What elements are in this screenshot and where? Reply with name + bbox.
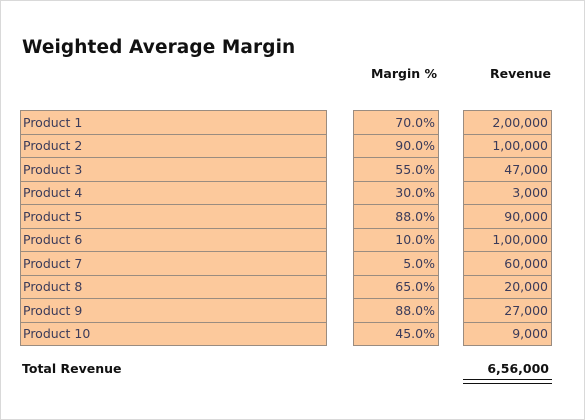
revenue-cell[interactable]: 47,000: [463, 157, 552, 182]
product-cell[interactable]: Product 9: [20, 298, 327, 323]
revenue-cell[interactable]: 2,00,000: [463, 110, 552, 135]
product-name-column: Product 1 Product 2 Product 3 Product 4 …: [20, 110, 327, 346]
revenue-cell[interactable]: 1,00,000: [463, 227, 552, 252]
revenue-cell[interactable]: 60,000: [463, 251, 552, 276]
margin-cell[interactable]: 90.0%: [353, 133, 439, 158]
page-title: Weighted Average Margin: [22, 37, 296, 58]
total-revenue-value[interactable]: 6,56,000: [487, 361, 549, 376]
margin-cell[interactable]: 45.0%: [353, 321, 439, 346]
revenue-cell[interactable]: 20,000: [463, 274, 552, 299]
product-cell[interactable]: Product 7: [20, 251, 327, 276]
revenue-cell[interactable]: 27,000: [463, 298, 552, 323]
margin-column: 70.0% 90.0% 55.0% 30.0% 88.0% 10.0% 5.0%…: [353, 110, 439, 346]
margin-cell[interactable]: 10.0%: [353, 227, 439, 252]
revenue-cell[interactable]: 90,000: [463, 204, 552, 229]
revenue-cell[interactable]: 1,00,000: [463, 133, 552, 158]
product-cell[interactable]: Product 2: [20, 133, 327, 158]
margin-cell[interactable]: 88.0%: [353, 204, 439, 229]
product-cell[interactable]: Product 8: [20, 274, 327, 299]
product-cell[interactable]: Product 10: [20, 321, 327, 346]
margin-cell[interactable]: 70.0%: [353, 110, 439, 135]
product-cell[interactable]: Product 1: [20, 110, 327, 135]
product-cell[interactable]: Product 3: [20, 157, 327, 182]
margin-cell[interactable]: 88.0%: [353, 298, 439, 323]
revenue-cell[interactable]: 9,000: [463, 321, 552, 346]
product-cell[interactable]: Product 6: [20, 227, 327, 252]
product-cell[interactable]: Product 4: [20, 180, 327, 205]
margin-cell[interactable]: 65.0%: [353, 274, 439, 299]
total-revenue-label: Total Revenue: [22, 361, 122, 376]
margin-column-header: Margin %: [370, 66, 437, 81]
revenue-cell[interactable]: 3,000: [463, 180, 552, 205]
margin-cell[interactable]: 55.0%: [353, 157, 439, 182]
total-double-underline: [463, 379, 552, 384]
margin-cell[interactable]: 30.0%: [353, 180, 439, 205]
margin-cell[interactable]: 5.0%: [353, 251, 439, 276]
revenue-column-header: Revenue: [489, 66, 551, 81]
revenue-column: 2,00,000 1,00,000 47,000 3,000 90,000 1,…: [463, 110, 552, 346]
product-cell[interactable]: Product 5: [20, 204, 327, 229]
